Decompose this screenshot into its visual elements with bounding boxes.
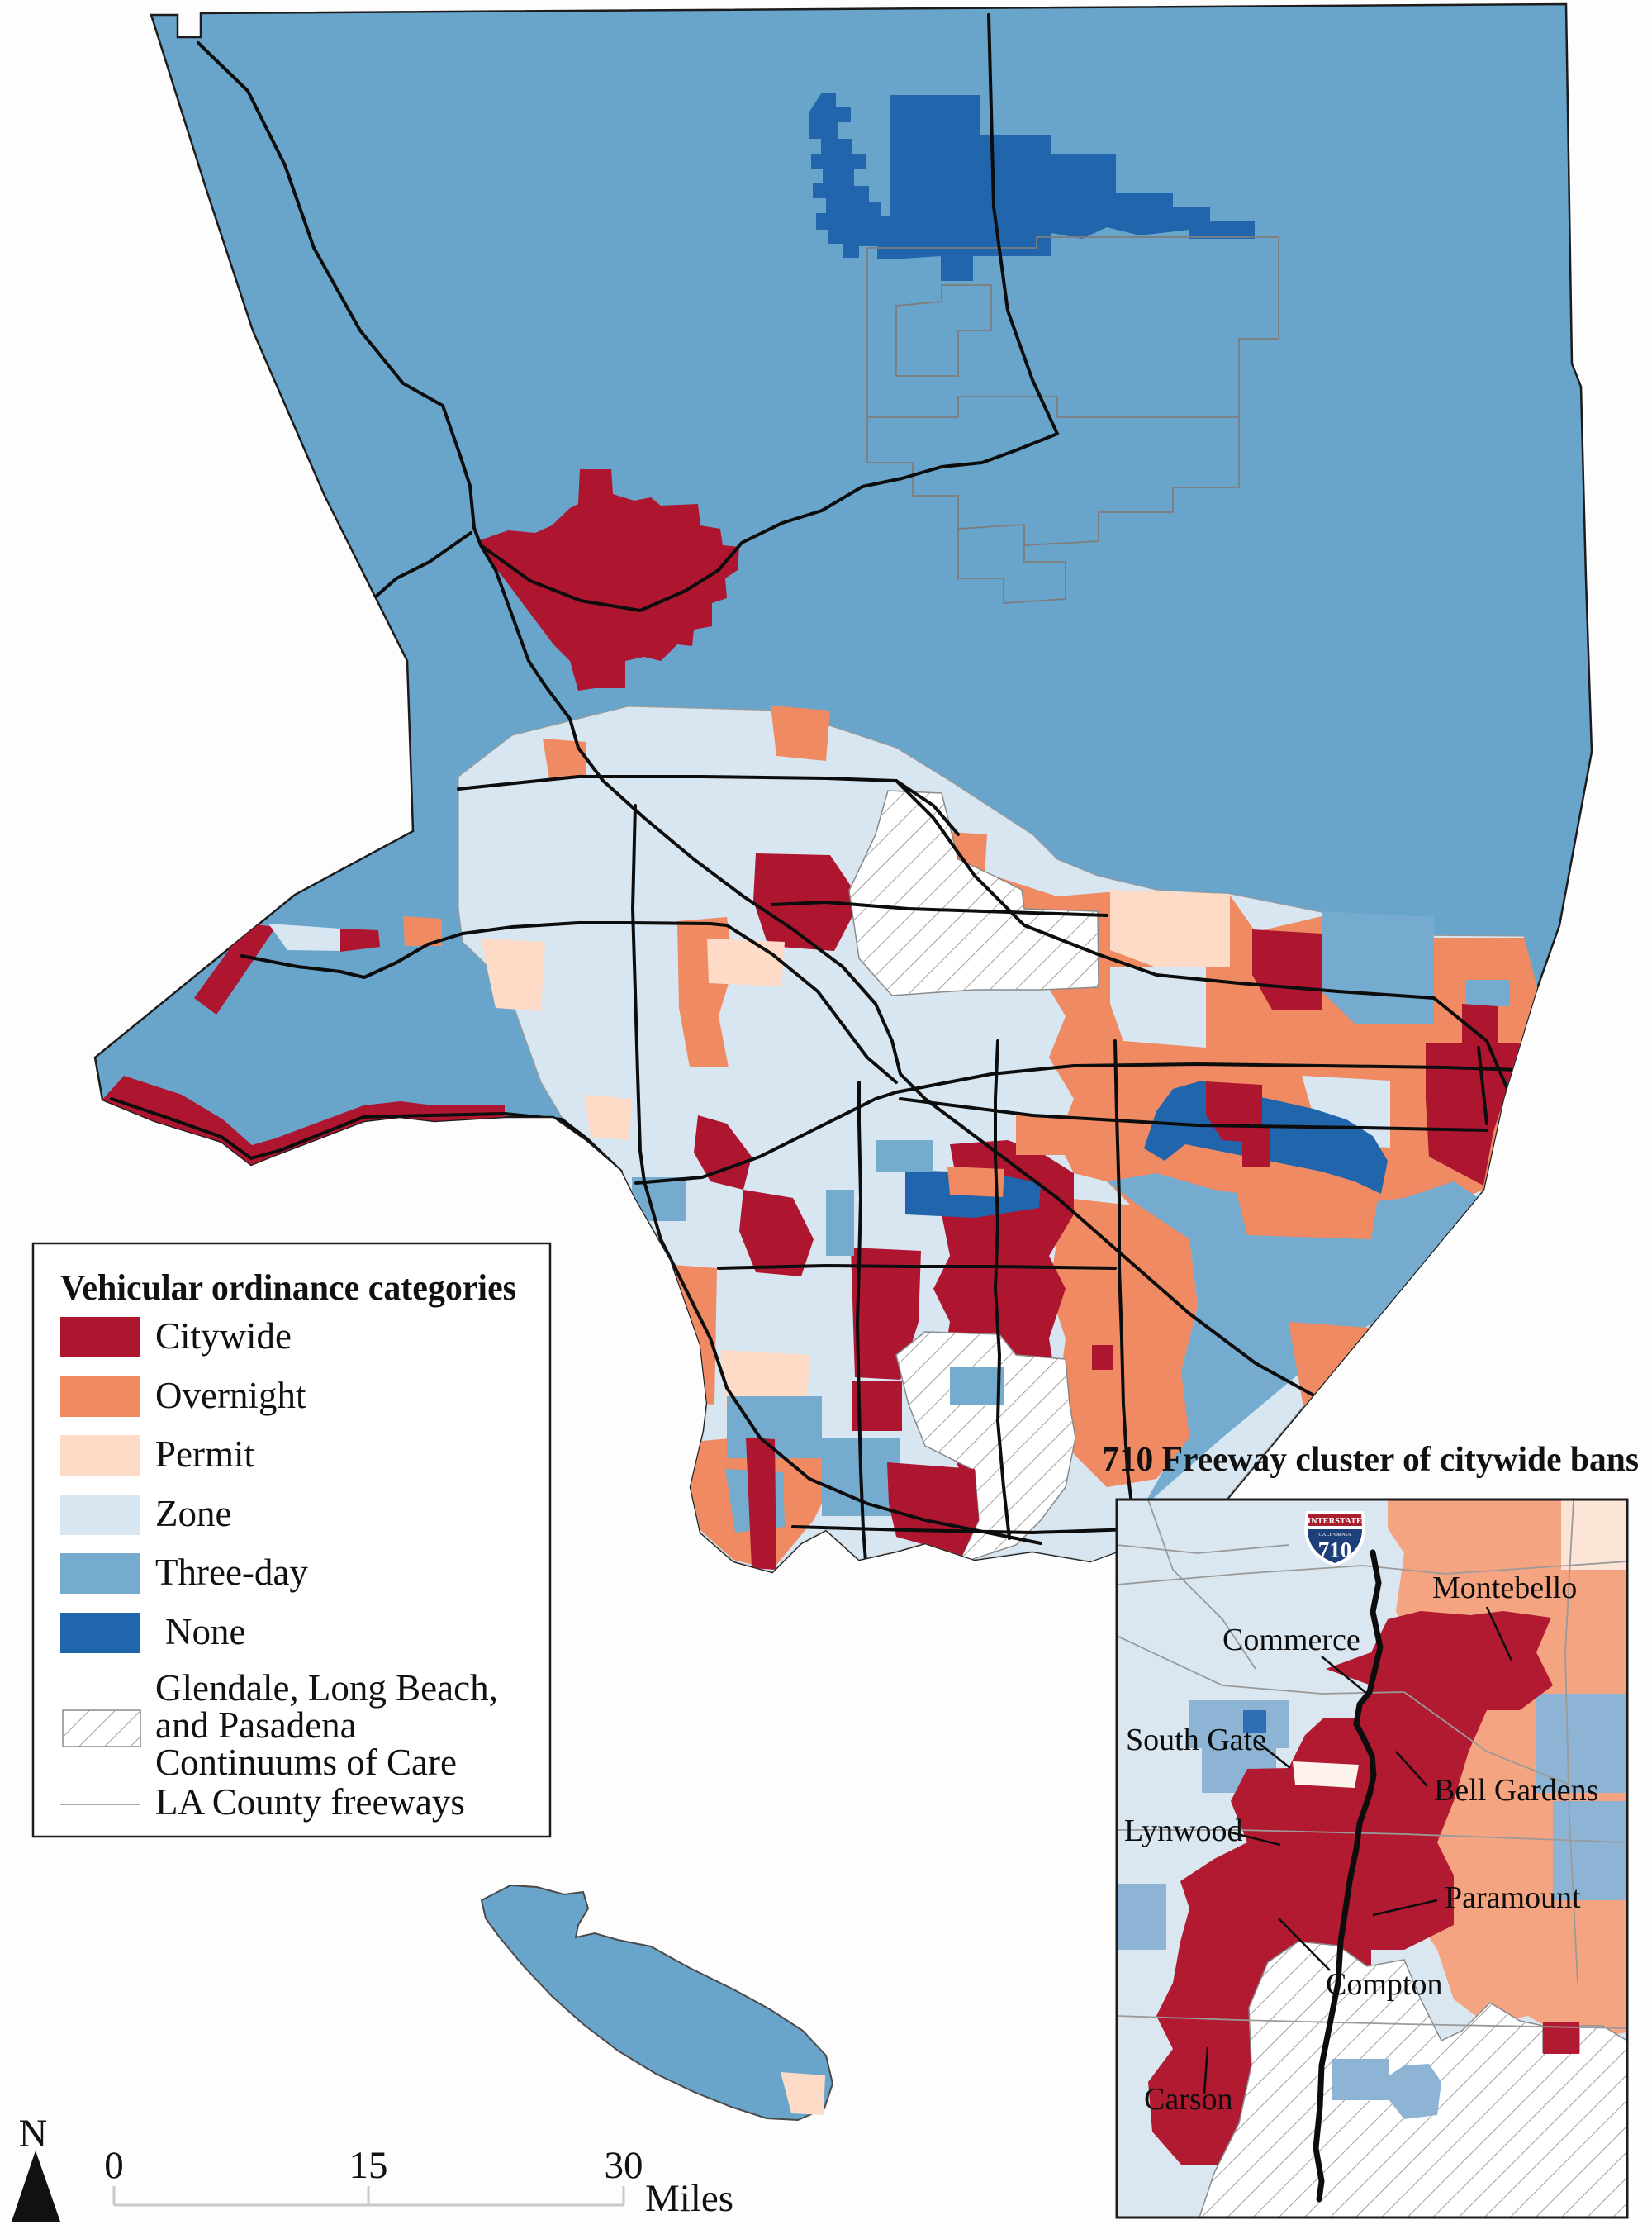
svg-text:Continuums of Care: Continuums of Care: [155, 1742, 457, 1783]
svg-text:Compton: Compton: [1326, 1967, 1442, 2002]
svg-text:Vehicular ordinance categories: Vehicular ordinance categories: [60, 1267, 516, 1308]
svg-text:Three-day: Three-day: [155, 1552, 308, 1593]
svg-text:Zone: Zone: [155, 1493, 231, 1534]
svg-text:and Pasadena: and Pasadena: [155, 1704, 357, 1746]
svg-text:710 Freeway cluster of citywid: 710 Freeway cluster of citywide bans: [1102, 1441, 1639, 1479]
svg-text:Bell Gardens: Bell Gardens: [1434, 1773, 1598, 1808]
svg-text:Overnight: Overnight: [155, 1375, 306, 1416]
svg-text:Miles: Miles: [645, 2177, 733, 2220]
svg-text:Commerce: Commerce: [1222, 1623, 1360, 1657]
svg-text:710: 710: [1318, 1538, 1352, 1562]
svg-text:Paramount: Paramount: [1445, 1880, 1581, 1915]
svg-text:Carson: Carson: [1144, 2082, 1233, 2117]
svg-text:South Gate: South Gate: [1126, 1723, 1266, 1757]
svg-text:Glendale, Long Beach,: Glendale, Long Beach,: [155, 1667, 498, 1709]
svg-text:30: 30: [605, 2144, 643, 2187]
svg-text:None: None: [165, 1611, 245, 1652]
svg-text:15: 15: [349, 2144, 388, 2187]
svg-text:Permit: Permit: [155, 1433, 254, 1475]
svg-text:N: N: [19, 2112, 48, 2156]
svg-text:INTERSTATE: INTERSTATE: [1308, 1517, 1362, 1526]
svg-text:Citywide: Citywide: [155, 1315, 292, 1357]
svg-text:Lynwood: Lynwood: [1124, 1813, 1243, 1848]
svg-text:LA County freeways: LA County freeways: [155, 1781, 465, 1823]
svg-text:0: 0: [104, 2144, 124, 2187]
svg-text:Montebello: Montebello: [1432, 1571, 1577, 1605]
svg-text:CALIFORNIA: CALIFORNIA: [1318, 1532, 1351, 1538]
